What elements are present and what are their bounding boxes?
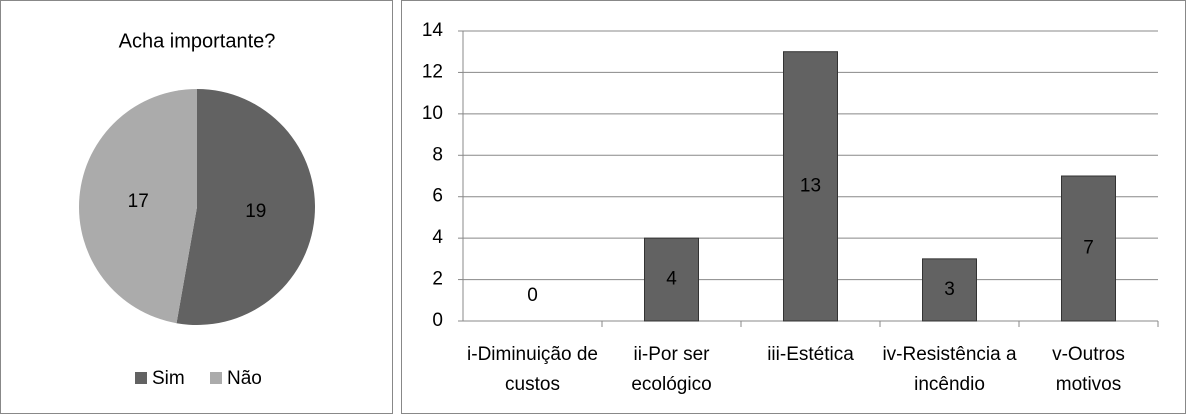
legend-label: Sim — [152, 368, 185, 389]
data-label: 7 — [1083, 238, 1094, 259]
y-tick-label: 8 — [432, 144, 443, 165]
data-label: 3 — [944, 279, 955, 300]
y-tick-label: 14 — [422, 20, 444, 41]
x-tick-label: i-Diminuição de custos — [467, 344, 598, 395]
y-tick-label: 10 — [422, 103, 443, 124]
bar — [644, 237, 699, 322]
y-tick-label: 2 — [432, 269, 443, 290]
data-label: 0 — [527, 285, 538, 306]
legend-swatch — [135, 372, 147, 384]
x-tick-label: iii-Estética — [767, 344, 854, 365]
x-tick-label: v-Outros motivos — [1052, 344, 1125, 395]
data-label: 19 — [245, 201, 266, 222]
pie-slice — [79, 89, 197, 324]
bar — [1061, 175, 1116, 322]
x-tick-label: iv-Resistência a incêndio — [882, 344, 1017, 395]
legend-label: Não — [227, 368, 262, 389]
bar — [922, 258, 977, 322]
pie-chart: Acha importante? 19 17 Sim Não — [79, 30, 316, 389]
y-tick-label: 12 — [422, 61, 443, 82]
chart-title: Acha importante? — [119, 30, 276, 52]
data-label: 4 — [666, 269, 677, 290]
bar — [783, 51, 838, 322]
data-label: 13 — [800, 175, 821, 196]
y-tick-label: 0 — [432, 310, 443, 331]
y-tick-label: 6 — [432, 186, 443, 207]
x-tick-label: ii-Por ser ecológico — [631, 344, 712, 395]
data-label: 17 — [128, 191, 149, 212]
bar-chart: 0 2 4 6 8 10 12 14 0 4 13 3 7 — [422, 20, 1159, 331]
pie-slice — [176, 89, 316, 325]
pie-panel — [0, 0, 393, 414]
legend-swatch — [210, 372, 222, 384]
y-tick-label: 4 — [432, 227, 443, 248]
